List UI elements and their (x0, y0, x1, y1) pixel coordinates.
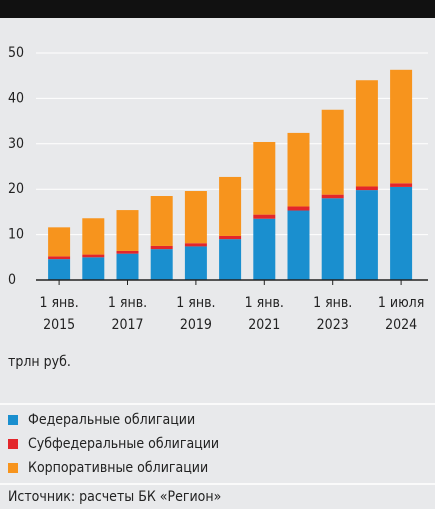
bar-segment (321, 194, 344, 199)
legend-swatch (8, 463, 18, 473)
y-tick-label: 40 (8, 90, 24, 106)
bar-segment (116, 253, 139, 280)
bar-segment (48, 256, 71, 260)
bar-segment (390, 183, 413, 187)
x-tick-label: 1 янв. 2021 (245, 295, 284, 333)
x-tick-label: 1 янв. 2019 (176, 295, 215, 333)
bar-segment (82, 254, 105, 258)
legend-swatch (8, 439, 18, 449)
legend-swatch (8, 415, 18, 425)
y-tick-label: 10 (8, 227, 24, 243)
bar-segment (150, 245, 173, 250)
bar-segment (184, 191, 207, 244)
bar-segment (219, 235, 242, 240)
bar-segment (287, 210, 310, 280)
source: Источник: расчеты БК «Регион» (8, 489, 221, 505)
y-tick-label: 20 (8, 181, 24, 197)
bar-segment (390, 186, 413, 280)
bar-segment (355, 80, 378, 187)
header-band (0, 0, 435, 18)
bar-segment (150, 196, 173, 246)
bar-segment (219, 176, 242, 236)
legend-label: Корпоративные облигации (28, 460, 208, 476)
bar-segment (48, 227, 71, 257)
bar-segment (355, 190, 378, 280)
legend-label: Субфедеральные облигации (28, 436, 219, 452)
bar-segment (253, 214, 276, 219)
bar-segment (355, 186, 378, 191)
unit-label: трлн руб. (8, 354, 71, 370)
bar-segment (321, 109, 344, 195)
bar-segment (390, 69, 413, 184)
x-tick-label: 1 янв. 2017 (108, 295, 147, 333)
x-tick-label: 1 янв. 2023 (313, 295, 352, 333)
bar-segment (48, 259, 71, 280)
bar-segment (253, 141, 276, 215)
bar-segment (184, 246, 207, 280)
bar-segment (82, 257, 105, 280)
bar-segment (321, 198, 344, 280)
bar-segment (82, 218, 105, 255)
bar-segment (287, 132, 310, 207)
y-tick-label: 50 (8, 45, 24, 61)
bar-segment (116, 210, 139, 251)
bar-segment (184, 243, 207, 247)
bar-segment (253, 218, 276, 280)
legend-label: Федеральные облигации (28, 412, 195, 428)
y-tick-label: 30 (8, 136, 24, 152)
bar-segment (219, 239, 242, 280)
bar-segment (287, 206, 310, 211)
bar-segment (116, 250, 139, 254)
x-tick-label: 1 июля 2024 (378, 295, 424, 333)
y-tick-label: 0 (8, 272, 16, 288)
bar-segment (150, 249, 173, 280)
x-tick-label: 1 янв. 2015 (39, 295, 78, 333)
